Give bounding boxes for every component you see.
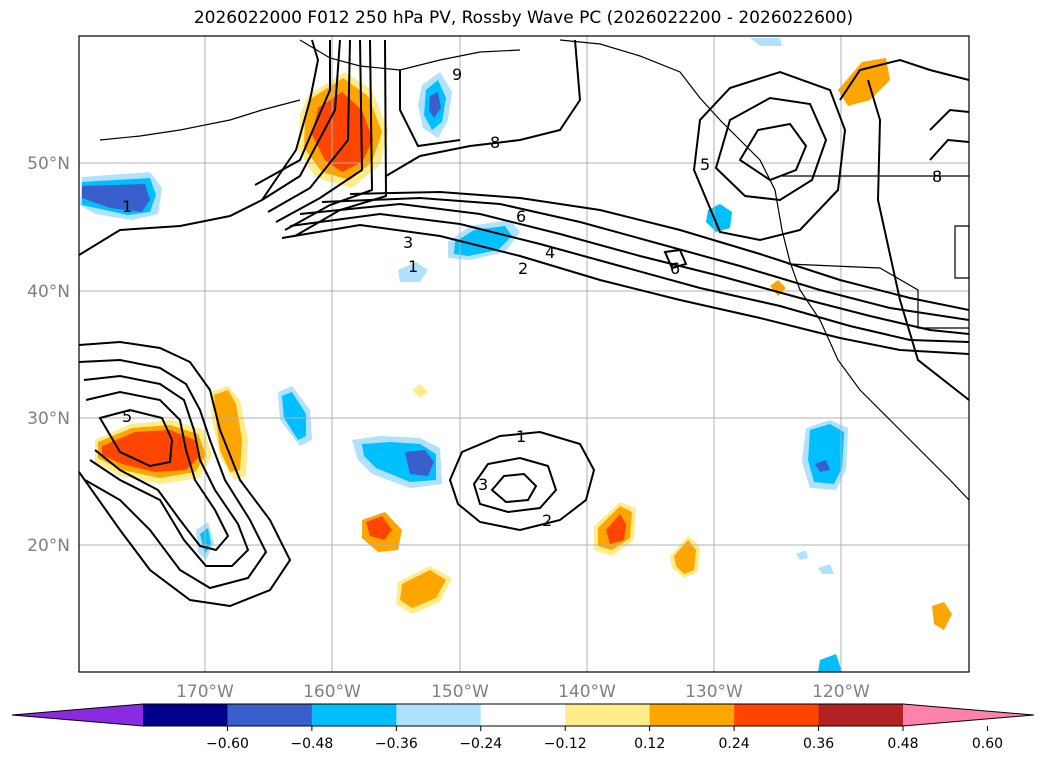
colorbar-segment <box>396 704 482 726</box>
colorbar-outline <box>11 703 1035 727</box>
colorbar-tick-label: 0.48 <box>887 736 918 752</box>
contour-label-5-east: 5 <box>700 155 710 174</box>
colorbar-segment <box>818 704 904 726</box>
colorbar-tick-label: −0.36 <box>375 736 418 752</box>
contour-label-2-south: 2 <box>542 511 552 530</box>
colorbar-tick-label: 0.24 <box>719 736 750 752</box>
colorbar-tick-label: −0.60 <box>206 736 249 752</box>
colorbar <box>11 703 1035 731</box>
contour-label-1: 1 <box>122 197 132 216</box>
lat-label-50n: 50°N <box>27 154 70 174</box>
contour-label-6-east: 6 <box>670 259 680 278</box>
contour-label-group: 1 1 1 2 2 3 3 4 5 5 6 6 8 8 9 <box>122 65 942 530</box>
lat-label-30n: 30°N <box>27 409 70 429</box>
contour-label-5: 5 <box>122 407 132 426</box>
contour-label-3-south: 3 <box>478 475 488 494</box>
contour-label-4: 4 <box>545 243 555 262</box>
contour-label-2: 2 <box>518 259 528 278</box>
colorbar-segment <box>227 704 313 726</box>
colorbar-tick-label: −0.48 <box>290 736 333 752</box>
lon-label-170w: 170°W <box>176 682 234 702</box>
colorbar-tick-label: 0.60 <box>972 736 1003 752</box>
contour-lines <box>79 39 969 608</box>
colorbar-segment <box>143 704 228 726</box>
lat-label-20n: 20°N <box>27 536 70 556</box>
contour-label-8: 8 <box>490 133 500 152</box>
lon-label-140w: 140°W <box>558 682 616 702</box>
contour-label-1-south: 1 <box>516 427 526 446</box>
colorbar-segment <box>734 704 820 726</box>
contour-label-8-east: 8 <box>932 167 942 186</box>
colorbar-tick-label: −0.12 <box>544 736 587 752</box>
lon-label-150w: 150°W <box>431 682 489 702</box>
colorbar-tick-label: 0.36 <box>803 736 834 752</box>
latitude-labels: 50°N 40°N 30°N 20°N <box>27 154 70 556</box>
colorbar-extend-high <box>903 704 1034 726</box>
lat-label-40n: 40°N <box>27 282 70 302</box>
colorbar-segment <box>311 704 397 726</box>
colorbar-segment <box>480 704 566 726</box>
contour-label-9: 9 <box>452 65 462 84</box>
contour-label-6: 6 <box>516 207 526 226</box>
map-frame <box>78 35 970 673</box>
colorbar-tick-label: −0.24 <box>459 736 502 752</box>
colorbar-segment <box>649 704 735 726</box>
colorbar-tick-labels: −0.60 −0.48 −0.36 −0.24 −0.12 0.12 0.24 0.36 0.4… <box>206 736 1003 752</box>
colorbar-segment <box>565 704 651 726</box>
colorbar-tick-label: 0.12 <box>634 736 665 752</box>
contour-label-1-mid: 1 <box>408 257 418 276</box>
longitude-labels: 170°W 160°W 150°W 140°W 130°W 120°W <box>176 682 870 702</box>
colorbar-extend-low <box>12 704 143 726</box>
contour-label-3: 3 <box>403 233 413 252</box>
lon-label-120w: 120°W <box>812 682 870 702</box>
lon-label-160w: 160°W <box>303 682 361 702</box>
lon-label-130w: 130°W <box>685 682 743 702</box>
map-title: 2026022000 F012 250 hPa PV, Rossby Wave … <box>193 8 854 28</box>
